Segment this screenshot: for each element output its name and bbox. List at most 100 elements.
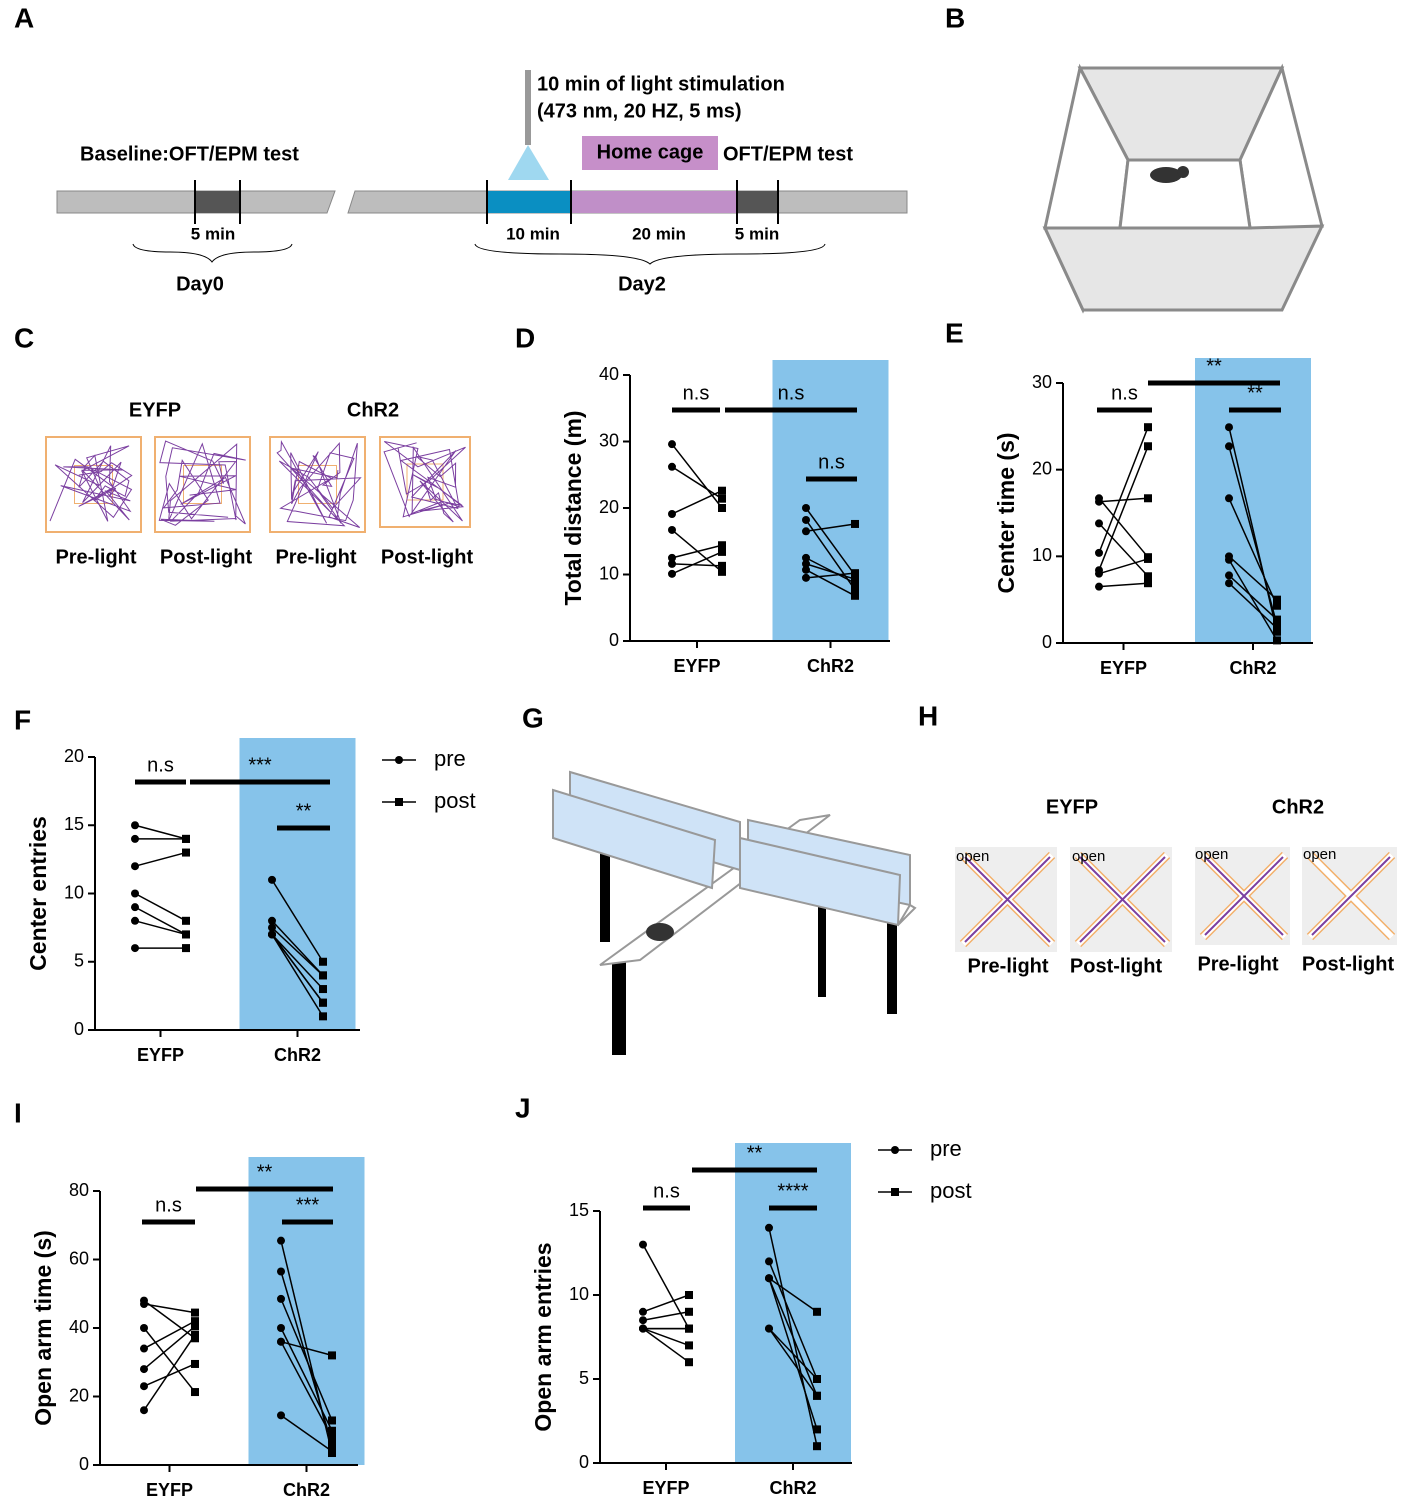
trace [1204,856,1284,936]
pre-point [765,1274,773,1283]
pre-point [1225,423,1233,432]
post-point [813,1375,821,1383]
pre-point [140,1324,148,1332]
y-axis-label: Center time (s) [993,432,1019,593]
post-point [328,1351,336,1360]
post-point [1273,615,1281,624]
post-point [182,944,190,953]
pair-line [143,1334,196,1411]
pre-point [668,525,676,534]
condition-label: Post-light [1302,953,1395,975]
pair-line [805,523,856,533]
y-tick-label: 0 [1042,632,1052,652]
pair-line [805,507,856,576]
duration: 20 min [632,224,686,243]
pre-point [765,1324,773,1333]
significance-label: n.s [653,1180,680,1202]
y-tick-label: 20 [64,746,84,766]
pair-line [143,1363,196,1387]
pre-point [131,903,139,912]
trace [964,856,1051,943]
significance-label: ** [1206,355,1222,377]
post-point [813,1307,821,1316]
pre-point [1225,571,1233,580]
pre-point [277,1411,285,1420]
pair-line [134,851,187,867]
y-tick-label: 20 [1032,458,1052,478]
y-tick-label: 30 [1032,372,1052,392]
pre-point [277,1294,285,1303]
pair-line [1228,582,1278,629]
post-point [718,547,726,556]
post-point [1144,572,1152,581]
significance-label: ** [1247,382,1263,404]
post-point [685,1341,693,1350]
significance-label: ** [257,1161,273,1183]
timeline: Baseline:OFT/EPM test 10 min of light st… [56,70,908,295]
pair-line [143,1320,196,1350]
post-point [328,1416,336,1425]
center-zone [74,465,113,504]
panel-letter: D [515,322,535,353]
elevated-plus-maze [552,770,917,1055]
pair-line [642,1327,690,1347]
condition-label: Pre-light [1197,953,1278,975]
condition-label: Post-light [160,546,253,568]
post-point [718,504,726,512]
post-point [328,1440,336,1449]
pair-line [271,934,324,1004]
brace [474,243,826,265]
x-tick-label: ChR2 [807,656,854,676]
home-cage-box [582,136,718,170]
pair-line [768,1277,818,1313]
stim-segment [487,191,571,213]
y-tick-label: 15 [64,814,84,834]
post-point [319,957,327,966]
post-point [718,561,726,570]
arm-label: open [1072,848,1105,865]
post-point [813,1425,821,1434]
pair-line [1228,559,1278,641]
legend-label: pre [434,746,466,771]
x-tick-label: EYFP [146,1480,193,1500]
arm-label: open [1303,846,1336,863]
y-tick-label: 0 [74,1019,84,1039]
pre-point [131,916,139,925]
trajectory [276,440,362,528]
duration: 5 min [191,224,235,243]
post-point [685,1307,693,1316]
pre-point [668,440,676,449]
post-point [182,834,190,843]
pair-line [671,551,723,575]
post-point [1144,442,1152,451]
pre-point [802,559,810,568]
post-point [395,798,403,806]
pair-line [280,1298,333,1421]
pre-point [802,504,810,512]
post-point [328,1426,336,1435]
post-point [718,541,726,550]
fiber [525,70,531,145]
pre-point [268,930,276,939]
y-tick-label: 0 [609,630,619,650]
duration: 5 min [735,224,779,243]
post-point [718,494,726,503]
pre-point [277,1337,285,1346]
x-tick-label: ChR2 [769,1478,816,1498]
post-point [191,1359,199,1368]
pre-point [765,1223,773,1232]
trajectory [49,445,133,522]
y-axis-label: Open arm entries [530,1242,556,1431]
home-segment [571,191,737,213]
pair-line [1228,555,1278,601]
panel-letter: C [14,322,34,353]
pre-point [277,1324,285,1332]
group-label: EYFP [1046,796,1098,818]
x-tick-label: ChR2 [283,1480,330,1500]
pair-line [805,569,856,597]
significance-label: ** [296,800,312,822]
open-field-traces [45,436,471,533]
group-label: ChR2 [347,399,399,421]
stim-label: 10 min of light stimulation [537,73,785,95]
significance-label: n.s [147,754,174,776]
